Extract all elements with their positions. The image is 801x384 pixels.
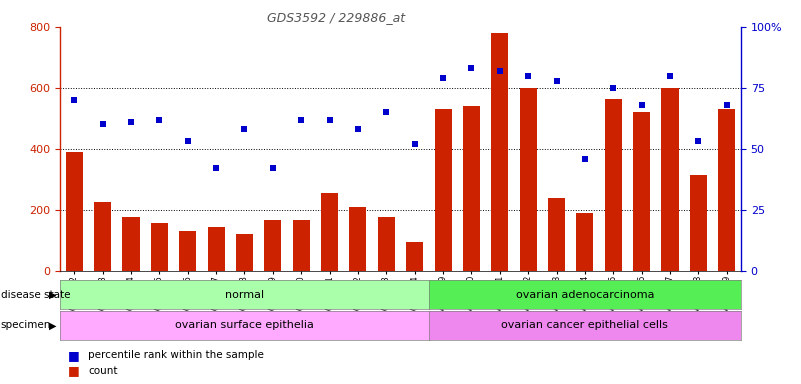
Text: ovarian surface epithelia: ovarian surface epithelia — [175, 320, 314, 331]
Text: percentile rank within the sample: percentile rank within the sample — [88, 350, 264, 360]
Text: specimen: specimen — [1, 320, 51, 331]
Bar — [633, 112, 650, 271]
Text: ■: ■ — [68, 349, 80, 362]
Text: GDS3592 / 229886_at: GDS3592 / 229886_at — [268, 12, 405, 25]
Bar — [690, 175, 706, 271]
Bar — [236, 234, 253, 271]
Bar — [264, 220, 281, 271]
Text: ■: ■ — [68, 364, 80, 377]
Text: ▶: ▶ — [49, 290, 56, 300]
Bar — [151, 223, 168, 271]
Bar — [292, 220, 310, 271]
Bar — [520, 88, 537, 271]
Bar — [577, 213, 594, 271]
Text: ▶: ▶ — [49, 320, 56, 331]
Text: normal: normal — [225, 290, 264, 300]
Text: disease state: disease state — [1, 290, 70, 300]
Bar — [463, 106, 480, 271]
Text: ovarian cancer epithelial cells: ovarian cancer epithelial cells — [501, 320, 668, 331]
Bar — [95, 202, 111, 271]
Bar — [321, 193, 338, 271]
Bar — [434, 109, 452, 271]
Bar — [605, 99, 622, 271]
Bar — [349, 207, 366, 271]
Text: ovarian adenocarcinoma: ovarian adenocarcinoma — [516, 290, 654, 300]
Bar — [662, 88, 678, 271]
Bar — [66, 152, 83, 271]
Bar — [718, 109, 735, 271]
Bar — [123, 217, 139, 271]
Bar — [207, 227, 224, 271]
Bar — [406, 242, 423, 271]
Bar — [491, 33, 509, 271]
Bar — [548, 197, 565, 271]
Bar — [378, 217, 395, 271]
Text: count: count — [88, 366, 118, 376]
Bar — [179, 231, 196, 271]
